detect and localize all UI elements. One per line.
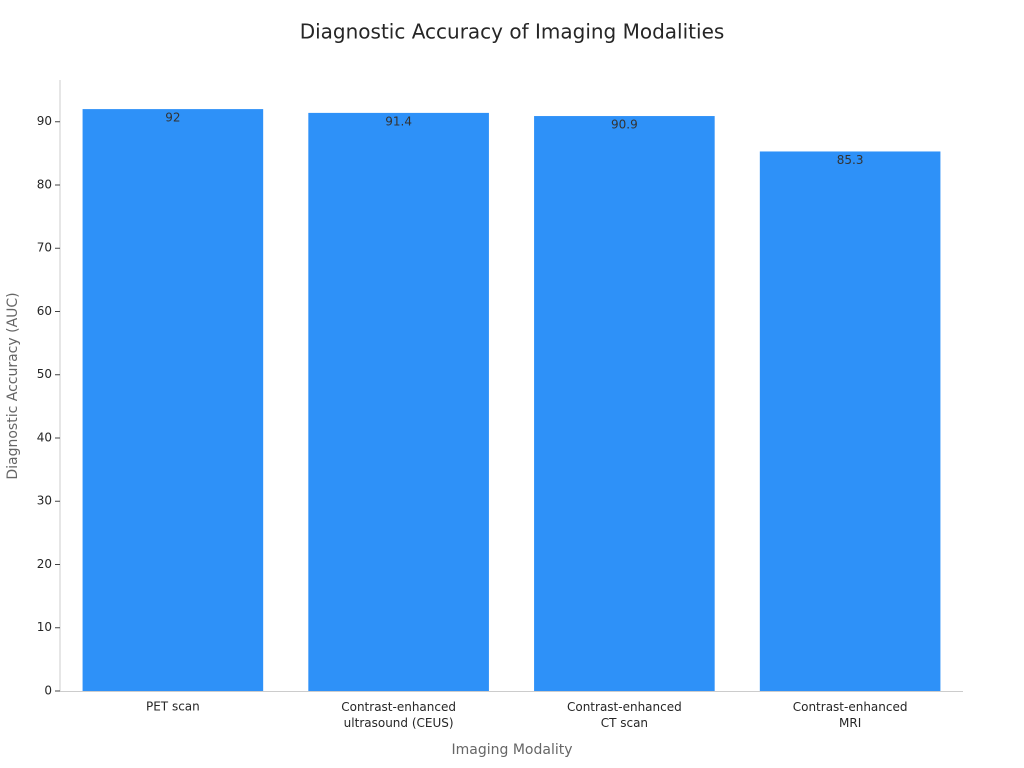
y-tick-label: 60 <box>37 304 52 318</box>
x-tick-label: PET scan <box>146 700 200 714</box>
y-tick-label: 90 <box>37 114 52 128</box>
y-tick-label: 10 <box>37 620 52 634</box>
x-tick-label: Contrast-enhanced CT scan <box>567 700 682 730</box>
y-tick-label: 30 <box>37 494 52 508</box>
bar <box>82 109 264 692</box>
y-tick-label: 40 <box>37 430 52 444</box>
x-tick-label: Contrast-enhanced MRI <box>793 700 908 730</box>
x-axis-label: Imaging Modality <box>452 742 573 758</box>
chart-title: Diagnostic Accuracy of Imaging Modalitie… <box>300 20 725 44</box>
value-label: 90.9 <box>611 118 638 132</box>
y-tick-label: 0 <box>44 684 52 698</box>
bar <box>759 151 941 691</box>
bar <box>308 112 489 692</box>
bar <box>534 116 715 691</box>
y-tick-label: 50 <box>37 367 52 381</box>
value-label: 92 <box>165 111 180 125</box>
y-tick-label: 80 <box>37 177 52 191</box>
value-label: 85.3 <box>837 153 864 167</box>
y-axis-label: Diagnostic Accuracy (AUC) <box>5 292 21 479</box>
y-tick-label: 70 <box>37 241 52 255</box>
value-label: 91.4 <box>385 114 412 128</box>
y-tick-label: 20 <box>37 557 52 571</box>
x-tick-label: Contrast-enhanced ultrasound (CEUS) <box>341 700 456 730</box>
